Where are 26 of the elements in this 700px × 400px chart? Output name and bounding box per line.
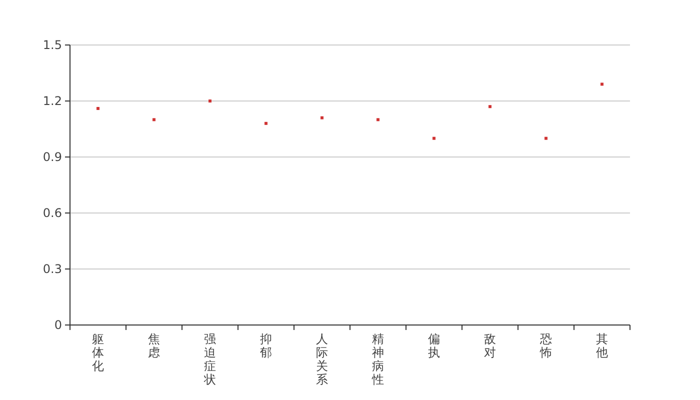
point <box>600 82 604 86</box>
x-tick-label: 焦虑 <box>148 332 160 360</box>
y-tick-label: 0.9 <box>42 150 62 164</box>
x-tick-label: 人际关系 <box>316 332 328 386</box>
point <box>544 136 548 140</box>
x-tick-label: 其他 <box>596 332 608 360</box>
y-tick-label: 0.6 <box>42 206 62 220</box>
x-tick-label: 敌对 <box>484 332 496 360</box>
y-tick-label: 1.5 <box>42 38 62 52</box>
x-tick-label: 抑郁 <box>260 332 272 360</box>
y-tick-label: 0.3 <box>42 262 62 276</box>
point <box>432 136 436 140</box>
point <box>96 106 100 110</box>
point <box>488 105 492 108</box>
x-tick-label: 躯体化 <box>92 332 104 373</box>
point <box>320 116 324 120</box>
x-tick-label: 恐怖 <box>539 332 552 360</box>
point <box>208 100 212 102</box>
y-tick-label: 0 <box>54 318 62 332</box>
x-tick-label: 强迫症状 <box>203 332 216 386</box>
x-tick-label: 偏执 <box>428 332 440 360</box>
y-tick-label: 1.2 <box>42 94 62 108</box>
point <box>264 122 268 125</box>
point <box>152 118 156 122</box>
x-tick-label: 精神病性 <box>371 332 384 386</box>
point <box>376 118 380 122</box>
